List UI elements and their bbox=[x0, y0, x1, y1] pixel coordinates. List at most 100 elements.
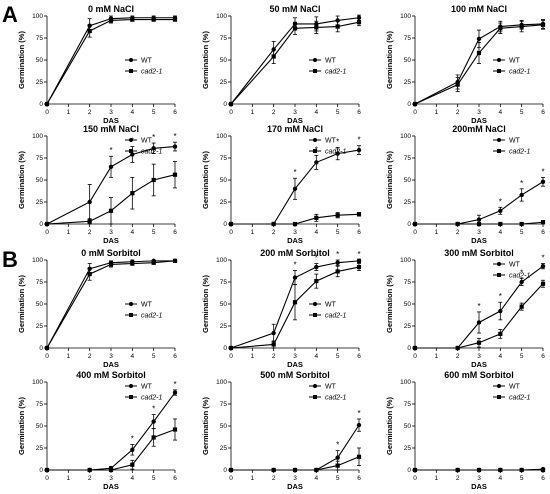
chart-title: 400 mM Sorbitol bbox=[76, 370, 146, 380]
point-circle bbox=[335, 455, 340, 460]
y-tick-label: 25 bbox=[404, 199, 412, 206]
chart-title: 100 mM NaCl bbox=[451, 4, 507, 14]
x-tick-label: 4 bbox=[499, 353, 503, 360]
x-tick-label: 1 bbox=[251, 229, 255, 236]
series-line bbox=[47, 392, 176, 471]
y-tick-label: 100 bbox=[216, 13, 227, 20]
x-tick-label: 0 bbox=[45, 109, 49, 116]
series-wt bbox=[44, 258, 178, 351]
legend-label: WT bbox=[509, 384, 521, 391]
legend-label: WT bbox=[509, 262, 521, 269]
y-axis-label: Germination (%) bbox=[385, 151, 394, 209]
legend-label: WT bbox=[141, 138, 153, 145]
legend-marker-square bbox=[497, 69, 501, 73]
point-square bbox=[314, 279, 319, 284]
y-tick-label: 100 bbox=[216, 379, 227, 386]
y-tick-label: 75 bbox=[404, 35, 412, 42]
x-tick-label: 4 bbox=[131, 109, 135, 116]
x-axis-label: DAS bbox=[287, 236, 303, 245]
x-tick-label: 6 bbox=[173, 475, 177, 482]
y-tick-label: 0 bbox=[407, 345, 411, 352]
point-circle bbox=[335, 151, 340, 156]
legend-label: cad2-1 bbox=[509, 149, 531, 156]
legend-entry: cad2-1 bbox=[125, 69, 163, 76]
x-tick-label: 0 bbox=[45, 353, 49, 360]
series-line bbox=[414, 23, 544, 105]
point-square bbox=[228, 101, 234, 107]
point-square bbox=[356, 20, 362, 25]
x-tick-label: 0 bbox=[229, 109, 233, 116]
point-square bbox=[455, 82, 460, 87]
point-circle bbox=[292, 186, 298, 191]
y-tick-label: 0 bbox=[39, 101, 43, 108]
point-circle bbox=[151, 419, 156, 424]
point-square bbox=[476, 340, 482, 345]
chart-title: 500 mM Sorbitol bbox=[260, 370, 330, 380]
point-square bbox=[172, 427, 178, 432]
point-square bbox=[498, 467, 503, 473]
y-tick-label: 25 bbox=[220, 323, 228, 330]
y-tick-label: 0 bbox=[223, 221, 227, 228]
legend-marker-square bbox=[497, 273, 501, 277]
x-tick-label: 5 bbox=[152, 229, 156, 236]
x-tick-label: 3 bbox=[477, 475, 481, 482]
point-square bbox=[130, 462, 135, 467]
legend-entry: cad2-1 bbox=[309, 69, 347, 76]
series-line bbox=[46, 260, 176, 349]
series-cad2-1 bbox=[412, 467, 546, 473]
y-axis-label: Germination (%) bbox=[17, 151, 26, 209]
series-wt bbox=[44, 141, 178, 227]
x-tick-label: 2 bbox=[88, 109, 92, 116]
series-line bbox=[46, 18, 175, 105]
legend-label: cad2-1 bbox=[141, 313, 163, 320]
point-square bbox=[271, 342, 276, 347]
x-tick-label: 4 bbox=[315, 229, 319, 236]
chart-12: 600 mM Sorbitol 0 25 50 75 100 0 1 2 3 4 5 6 DAS Germi… bbox=[385, 370, 546, 491]
legend-marker-circle bbox=[129, 384, 133, 388]
y-tick-label: 75 bbox=[36, 35, 44, 42]
chart-1: 0 mM NaCl 0 25 50 75 100 0 1 2 3 4 5 6 DAS Germination… bbox=[17, 4, 178, 125]
y-axis-label: Germination (%) bbox=[385, 397, 394, 455]
significance-marker: * bbox=[520, 179, 523, 188]
legend-marker-circle bbox=[129, 302, 133, 306]
chart-title: 0 mM Sorbitol bbox=[81, 248, 141, 258]
chart-title: 0 mM NaCl bbox=[88, 4, 134, 14]
point-square bbox=[108, 18, 114, 23]
y-tick-label: 0 bbox=[223, 467, 227, 474]
chart-6: 200mM NaCl 0 25 50 75 100 0 1 2 3 4 5 6 DAS Germinatio… bbox=[385, 124, 546, 245]
point-circle bbox=[476, 36, 482, 42]
legend-marker-square bbox=[313, 149, 317, 153]
significance-marker: * bbox=[499, 292, 502, 301]
x-tick-label: 0 bbox=[413, 475, 417, 482]
y-tick-label: 25 bbox=[36, 79, 44, 86]
legend-label: cad2-1 bbox=[141, 395, 163, 402]
series-line bbox=[231, 456, 360, 471]
y-tick-label: 0 bbox=[407, 221, 411, 228]
x-tick-label: 3 bbox=[109, 475, 113, 482]
x-tick-label: 5 bbox=[336, 109, 340, 116]
point-square bbox=[314, 25, 319, 30]
series-wt bbox=[44, 15, 178, 107]
y-tick-label: 0 bbox=[39, 467, 43, 474]
point-circle bbox=[271, 330, 276, 336]
series-cad2-1 bbox=[44, 418, 178, 473]
x-tick-label: 5 bbox=[152, 353, 156, 360]
x-tick-label: 3 bbox=[477, 229, 481, 236]
significance-marker: * bbox=[541, 254, 544, 263]
x-tick-label: 4 bbox=[315, 353, 319, 360]
chart-title: 200 mM Sorbitol bbox=[260, 248, 330, 258]
y-tick-label: 0 bbox=[407, 467, 411, 474]
point-square bbox=[519, 304, 524, 309]
x-tick-label: 2 bbox=[456, 353, 460, 360]
point-circle bbox=[540, 263, 546, 269]
point-square bbox=[476, 50, 482, 56]
y-tick-label: 75 bbox=[220, 35, 228, 42]
point-circle bbox=[108, 164, 114, 169]
y-tick-label: 0 bbox=[223, 101, 227, 108]
significance-marker: * bbox=[109, 146, 112, 155]
point-square bbox=[292, 467, 298, 473]
point-circle bbox=[498, 308, 503, 314]
legend-label: cad2-1 bbox=[325, 313, 347, 320]
point-square bbox=[87, 219, 92, 224]
